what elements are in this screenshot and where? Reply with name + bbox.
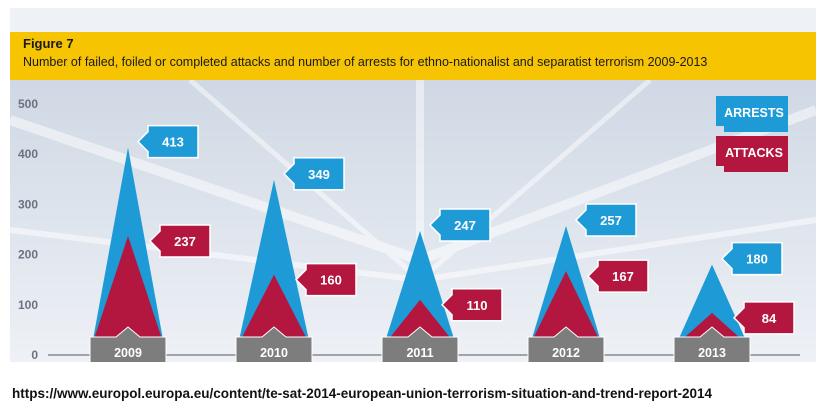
year-box-2012: 2012 [527,326,605,362]
attacks-label-2010-shape [294,262,357,297]
attacks-label-2009-text: 237 [174,234,196,249]
x-tick-label: 2012 [552,346,580,360]
arrests-label-2009-shape [136,124,199,159]
year-box-shape [527,326,605,362]
attacks-label-2012-text: 167 [612,269,634,284]
legend: ARRESTS ATTACKS [716,96,788,172]
arrests-label-2011-shape [428,208,491,242]
legend-swatch [716,136,788,172]
x-tick-label: 2009 [114,346,142,360]
year-box-shape [673,326,751,362]
legend-label: ATTACKS [725,146,783,160]
x-tick-label: 2013 [698,346,726,360]
year-box-shape [235,326,313,362]
year-box-2011: 2011 [381,326,459,362]
attacks-label-2013-text: 84 [762,311,777,326]
y-tick-label: 200 [18,248,38,262]
attacks-label-2012: 167 [586,259,649,293]
attacks-label-2013: 84 [732,301,795,335]
arrests-label-2012: 257 [574,203,637,237]
attacks-label-2009-shape [148,224,211,258]
arrests-label-2010-text: 349 [308,167,330,182]
attacks-peak-2011 [384,299,456,345]
attacks-peak-2012 [530,271,602,345]
x-tick-label: 2010 [260,346,288,360]
arrests-label-2011: 247 [428,208,491,242]
attacks-peak-2010 [238,274,310,345]
legend-label: ARRESTS [724,106,784,120]
attacks-label-2012-shape [586,259,649,293]
title-banner: Figure 7 Number of failed, foiled or com… [10,32,816,80]
arrests-label-2010-shape [282,157,345,191]
legend-item-attacks: ATTACKS [716,136,788,172]
arrests-peak-2011 [384,231,456,345]
y-tick-label: 400 [18,147,38,161]
year-box-shape [89,326,167,362]
x-tick-label: 2011 [406,346,433,360]
arrests-label-2012-shape [574,203,637,237]
arrests-label-2013: 180 [720,241,783,276]
attacks-label-2009: 237 [148,224,211,258]
attacks-peak-2009 [92,236,164,345]
attacks-label-2010-text: 160 [320,273,342,288]
year-box-shape [381,326,459,362]
year-box-2010: 2010 [235,326,313,362]
arrests-label-2010: 349 [282,157,345,191]
y-tick-label: 0 [31,348,38,362]
arrests-label-2009: 413 [136,124,199,159]
arrests-label-2013-shape [720,241,783,276]
attacks-label-2011-text: 110 [467,298,488,313]
chart-plot: 0 100 200 300 400 500 413 237 2009 349 160 2010 247… [10,80,816,362]
y-tick-label: 300 [18,197,38,211]
year-box-2013: 2013 [673,326,751,362]
arrests-peak-2013 [676,264,748,345]
attacks-label-2010: 160 [294,262,357,297]
arrests-label-2013-text: 180 [746,252,768,267]
year-box-2009: 2009 [89,326,167,362]
legend-swatch [716,96,788,132]
y-tick-label: 100 [18,298,38,312]
legend-item-arrests: ARRESTS [716,96,788,132]
y-tick-label: 500 [18,97,38,111]
chart-title: Number of failed, foiled or completed at… [23,55,708,69]
source-url: https://www.europol.europa.eu/content/te… [12,386,713,401]
arrests-label-2009-text: 413 [162,135,184,150]
attacks-label-2011: 110 [440,288,503,322]
arrests-peak-2010 [238,179,310,345]
attacks-label-2013-shape [732,301,795,335]
arrests-label-2012-text: 257 [600,213,622,228]
figure-label: Figure 7 [23,36,74,51]
arrests-label-2011-text: 247 [454,218,476,233]
attacks-label-2011-shape [440,288,503,322]
